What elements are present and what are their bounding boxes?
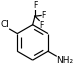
Text: F: F [41, 11, 46, 20]
Text: F: F [33, 1, 37, 10]
Text: F: F [40, 21, 44, 30]
Text: Cl: Cl [0, 20, 9, 29]
Text: NH₂: NH₂ [57, 56, 74, 65]
